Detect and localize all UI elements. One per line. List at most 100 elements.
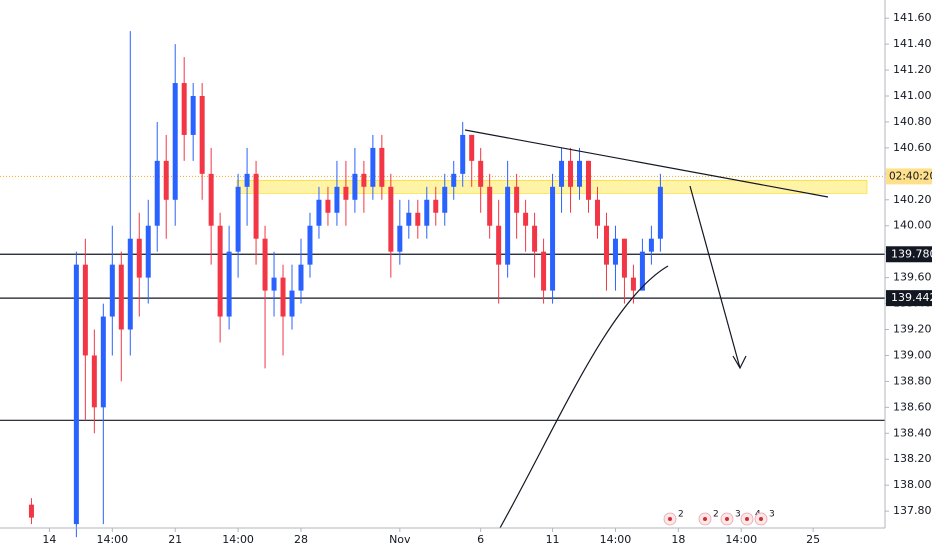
candle-body (442, 186, 448, 213)
candle-body (343, 186, 349, 200)
candle-body (496, 225, 502, 265)
countdown: 02:40:20 (889, 170, 932, 182)
candle-body (621, 238, 627, 278)
candle-body (594, 199, 600, 226)
candle-body (352, 173, 358, 200)
candle-body (235, 186, 241, 252)
y-tick-label: 140.000 (893, 219, 932, 232)
candle-body (28, 504, 34, 518)
level-label-box (886, 290, 932, 307)
candle-body (568, 160, 574, 187)
candle-body (550, 186, 556, 291)
trend-line (464, 129, 829, 198)
candle-body (199, 96, 205, 174)
candle-body (406, 212, 412, 226)
event-dot (703, 517, 707, 521)
candle-body (154, 160, 160, 226)
event-count: 3 (735, 510, 741, 520)
candle-body (361, 173, 367, 187)
candle-body (388, 186, 394, 252)
candle-body (73, 264, 79, 525)
y-tick-label: 140.800 (893, 115, 932, 128)
candle-body (559, 160, 565, 187)
candle-body (657, 186, 663, 239)
candle-body (163, 160, 169, 200)
candle-body (505, 186, 511, 265)
candle-body (487, 186, 493, 226)
candle-body (145, 225, 151, 278)
curve (499, 265, 669, 529)
x-tick-label: 25 (806, 533, 820, 546)
event-dot (668, 517, 672, 521)
candle-body (334, 186, 340, 213)
candle-body (612, 238, 618, 265)
candle-body (325, 199, 331, 213)
candle-body (262, 238, 268, 291)
candle-body (514, 186, 520, 213)
x-tick-label: 14 (42, 533, 56, 546)
candle-body (100, 316, 106, 408)
y-tick-label: 140.600 (893, 141, 932, 154)
candle-body (639, 251, 645, 291)
candle-body (190, 96, 196, 135)
y-tick-label: 141.200 (893, 63, 932, 76)
candle-body (532, 225, 538, 252)
candles-layer (28, 31, 663, 538)
candle-body (577, 160, 583, 187)
candle-body (181, 83, 187, 135)
event-count: 3 (769, 510, 775, 520)
x-tick-label: 14:00 (600, 533, 632, 546)
y-tick-label: 138.600 (893, 400, 932, 413)
y-tick-label: 139.200 (893, 323, 932, 336)
candle-body (208, 173, 214, 226)
candle-body (415, 212, 421, 226)
candle-body (433, 199, 439, 213)
candle-body (460, 134, 466, 174)
candle-body (370, 147, 376, 187)
x-tick-label: 11 (546, 533, 560, 546)
event-count: 2 (713, 510, 719, 520)
event-count: 2 (678, 510, 684, 520)
candle-body (469, 134, 475, 161)
candle-body (136, 238, 142, 278)
x-tick-label: 18 (671, 533, 685, 546)
y-tick-label: 139.600 (893, 271, 932, 284)
x-tick-label: 14:00 (222, 533, 254, 546)
candle-body (379, 147, 385, 187)
candle-body (397, 225, 403, 252)
y-tick-label: 141.000 (893, 89, 932, 102)
candle-body (541, 251, 547, 291)
x-tick-label: 28 (294, 533, 308, 546)
y-tick-label: 140.200 (893, 193, 932, 206)
countdown-box (886, 168, 932, 185)
candle-body (316, 199, 322, 226)
candle-body (603, 225, 609, 265)
drawings (464, 129, 829, 529)
candle-body (253, 173, 259, 239)
x-tick-label: 14:00 (96, 533, 128, 546)
candle-body (109, 264, 115, 317)
candle-body (289, 290, 295, 317)
candle-body (91, 355, 97, 408)
y-tick-label: 137.800 (893, 504, 932, 517)
y-tick-label: 141.600 (893, 11, 932, 24)
y-tick-label: 139.000 (893, 348, 932, 361)
y-tick-label: 141.400 (893, 37, 932, 50)
candle-body (172, 83, 178, 200)
x-tick-label: Nov (389, 533, 411, 546)
candle-body (630, 277, 636, 291)
event-badges: 22343 (663, 510, 775, 526)
y-tick-label: 138.000 (893, 478, 932, 491)
y-tick-label: 138.400 (893, 426, 932, 439)
candle-body (478, 160, 484, 187)
candle-body (451, 173, 457, 187)
candle-body (648, 238, 654, 252)
x-tick-label: 14:00 (725, 533, 757, 546)
y-tick-label: 138.800 (893, 374, 932, 387)
axis-layer: 137.800 138.000 138.200 138.400 138.600 138.8… (42, 11, 932, 546)
candle-body (307, 225, 313, 265)
arrow-line (689, 185, 741, 369)
candle-body (298, 264, 304, 291)
